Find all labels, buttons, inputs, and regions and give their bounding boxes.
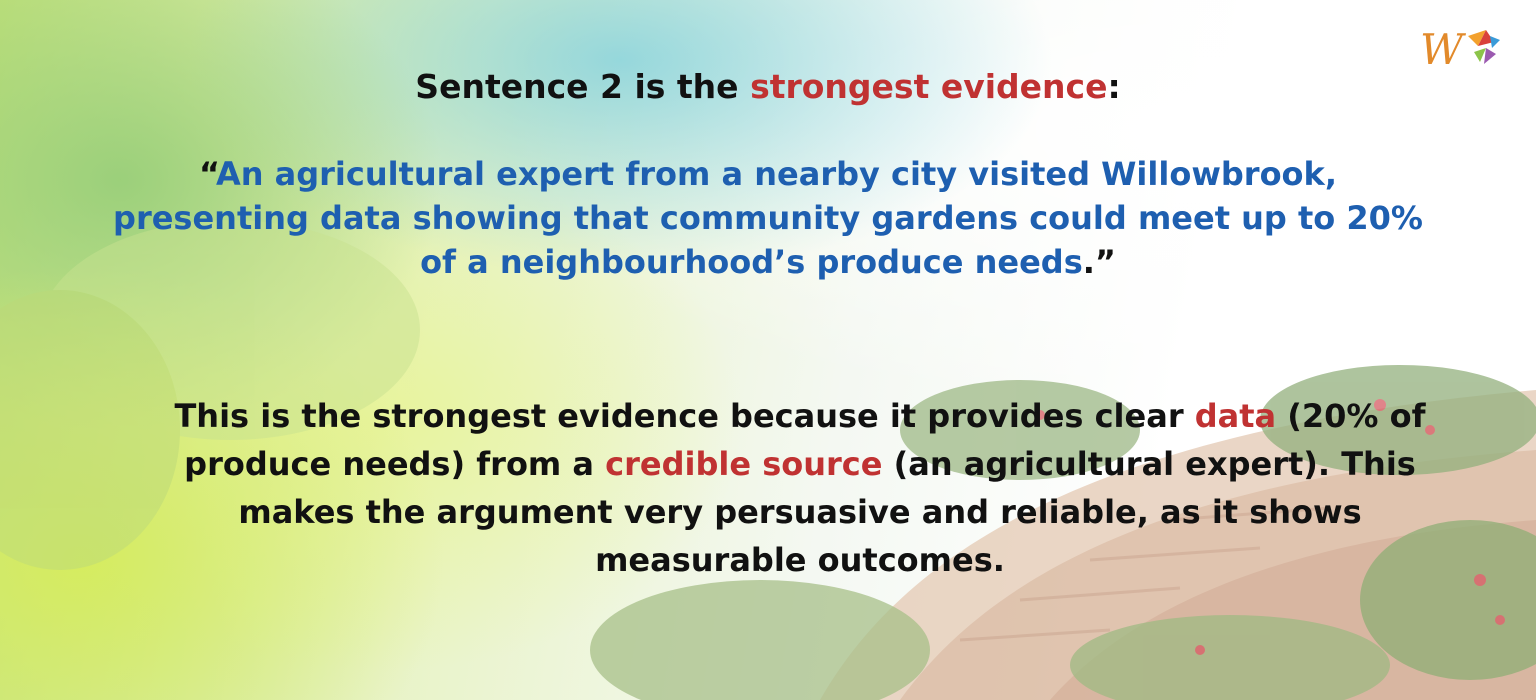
explanation-text: This is the strongest evidence because i…: [170, 392, 1430, 584]
brand-logo-letter: W: [1420, 25, 1464, 74]
quote-close-mark: .”: [1082, 243, 1116, 281]
title-suffix: :: [1107, 67, 1121, 106]
brand-logo-icon: [1468, 30, 1500, 64]
quote-open-mark: “: [199, 155, 216, 193]
quote-text: An agricultural expert from a nearby cit…: [113, 155, 1423, 281]
explanation-part-2: (20% of produce needs) from a: [184, 397, 1426, 483]
explanation-highlight-data: data: [1194, 397, 1277, 435]
evidence-quote: “An agricultural expert from a nearby ci…: [110, 152, 1426, 284]
page-title: Sentence 2 is the strongest evidence:: [0, 64, 1536, 110]
explanation-part-1: This is the strongest evidence because i…: [174, 397, 1195, 435]
title-prefix: Sentence 2 is the: [415, 67, 751, 106]
brand-logo: W: [1420, 24, 1506, 76]
explanation-highlight-source: credible source: [605, 445, 883, 483]
title-highlight: strongest evidence: [750, 67, 1108, 106]
explanation-part-3: (an agricultural expert). This makes the…: [238, 445, 1416, 579]
